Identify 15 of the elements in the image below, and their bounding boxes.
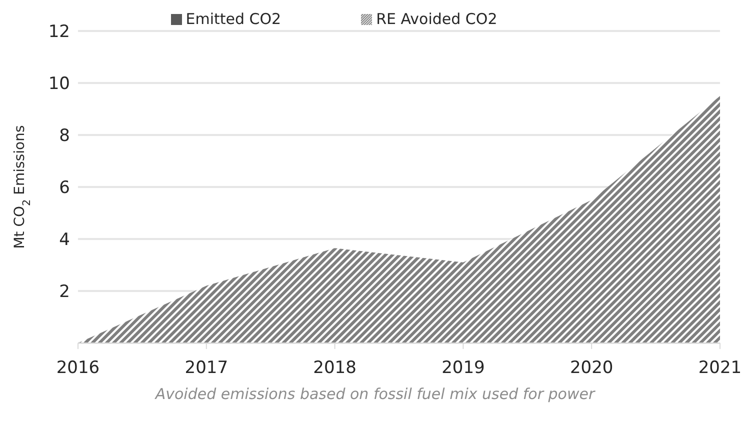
legend-label: RE Avoided CO2 bbox=[376, 10, 498, 28]
y-tick-label: 10 bbox=[48, 74, 70, 94]
y-tick-label: 8 bbox=[59, 126, 70, 146]
x-tick-label: 2020 bbox=[570, 358, 614, 378]
y-tick-label: 12 bbox=[48, 22, 70, 42]
y-tick-label: 2 bbox=[59, 282, 70, 302]
legend-label: Emitted CO2 bbox=[186, 10, 282, 28]
x-tick-label: 2017 bbox=[184, 358, 228, 378]
x-tick-label: 2018 bbox=[313, 358, 356, 378]
y-tick-label: 4 bbox=[59, 230, 70, 250]
x-tick-label: 2019 bbox=[442, 358, 485, 378]
x-tick-label: 2021 bbox=[698, 358, 742, 378]
x-tick-label: 2016 bbox=[56, 358, 100, 378]
text: Avoided emissions based on fossil fuel mix used for power bbox=[154, 385, 596, 403]
y-tick-label: 6 bbox=[59, 178, 70, 198]
